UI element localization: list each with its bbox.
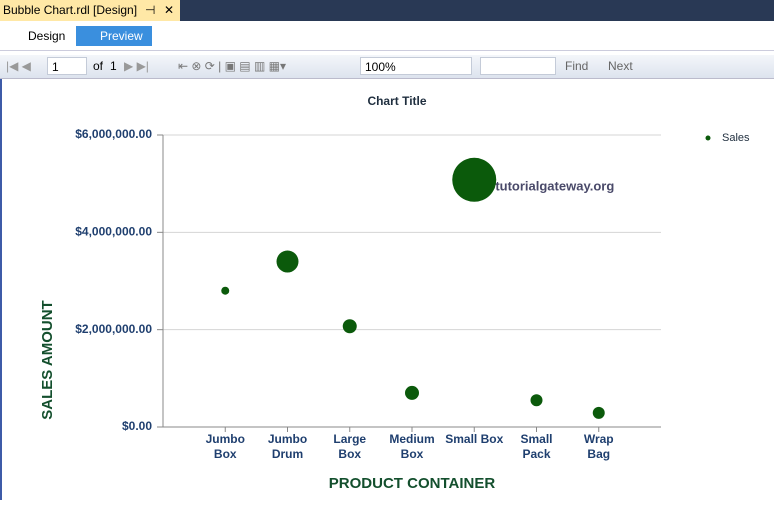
x-tick-label: Medium Box [389, 432, 434, 461]
x-tick-line: Medium [389, 432, 434, 446]
bubble [592, 406, 605, 419]
x-tick-line: Jumbo [206, 432, 245, 446]
of-label: of [93, 59, 104, 73]
x-tick-line: Box [401, 447, 424, 461]
watermark: ©tutorialgateway.org [486, 178, 615, 193]
chart: Chart Title SALES AMOUNT PRODUCT CONTAIN… [39, 94, 750, 492]
y-tick-label: $0.00 [122, 419, 152, 433]
x-tick-label: Small Pack [520, 432, 552, 461]
toolbar: |◀ ◀ 1 of 1 ▶ ▶| ⇤ ⊗ ⟳ | ▣ ▤ ▥ ▦▾ 100% F… [0, 55, 774, 79]
bubble [452, 157, 497, 202]
x-tick-label: Jumbo Box [206, 432, 245, 461]
x-tick-line: Jumbo [268, 432, 307, 446]
x-tick-line: Pack [522, 447, 550, 461]
x-tick-line: Box [338, 447, 361, 461]
x-tick-line: Wrap [584, 432, 614, 446]
close-icon[interactable]: ✕ [164, 3, 175, 17]
y-axis-title: SALES AMOUNT [39, 300, 56, 419]
design-tab[interactable]: Design [4, 26, 74, 46]
y-tick-label: $6,000,000.00 [75, 127, 152, 141]
nav-buttons[interactable]: |◀ ◀ [6, 59, 31, 73]
tool-icons[interactable]: ⇤ ⊗ ⟳ | ▣ ▤ ▥ ▦▾ [178, 59, 286, 73]
preview-label: Preview [100, 29, 143, 43]
zoom-box[interactable]: 100% [360, 57, 472, 75]
x-tick-line: Small Box [445, 432, 503, 446]
x-tick-line: Large [333, 432, 366, 446]
preview-tab[interactable]: Preview [76, 26, 152, 46]
pin-icon[interactable]: ⊣ [145, 3, 156, 17]
bubble [342, 319, 357, 334]
zoom-value: 100% [365, 60, 396, 74]
bubble [405, 385, 419, 400]
nav-forward[interactable]: ▶ ▶| [124, 59, 149, 73]
tab-bar: Bubble Chart.rdl [Design] ⊣ ✕ [0, 0, 774, 21]
x-axis-title: PRODUCT CONTAINER [329, 475, 496, 492]
chart-title: Chart Title [367, 94, 426, 108]
find-box[interactable] [480, 57, 556, 75]
x-tick-label: Wrap Bag [584, 432, 614, 461]
x-tick-label: Small Box [445, 432, 503, 446]
legend-marker [705, 135, 711, 141]
x-tick-line: Bag [587, 447, 610, 461]
y-tick-label: $2,000,000.00 [75, 322, 152, 336]
report-area: Chart Title SALES AMOUNT PRODUCT CONTAIN… [0, 79, 774, 500]
bubble [221, 286, 230, 295]
x-tick-label: Large Box [333, 432, 366, 461]
x-tick-line: Small [520, 432, 552, 446]
find-button[interactable]: Find [565, 59, 589, 73]
page-count: 1 [110, 59, 117, 73]
bubble [276, 250, 299, 273]
page-box[interactable]: 1 [47, 57, 87, 75]
document-tab[interactable]: Bubble Chart.rdl [Design] ⊣ ✕ [0, 0, 180, 21]
mode-bar: Design Preview [0, 21, 774, 51]
tab-label: Bubble Chart.rdl [Design] [3, 3, 138, 17]
legend-label: Sales [722, 132, 750, 144]
page-number: 1 [52, 60, 59, 74]
x-tick-label: Jumbo Drum [268, 432, 307, 461]
x-tick-line: Drum [272, 447, 303, 461]
y-tick-label: $4,000,000.00 [75, 225, 152, 239]
x-tick-line: Box [214, 447, 237, 461]
design-label: Design [28, 29, 66, 43]
next-button[interactable]: Next [608, 59, 633, 73]
bubble [530, 394, 543, 407]
